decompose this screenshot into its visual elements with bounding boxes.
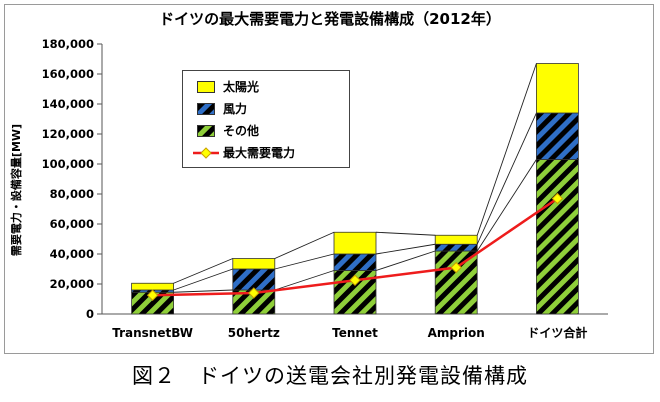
x-tick-label: ドイツ合計 bbox=[527, 325, 587, 340]
legend-label-peak-demand: 最大需要電力 bbox=[223, 146, 296, 160]
bar-segment-solar bbox=[434, 234, 478, 245]
series-connector-line bbox=[274, 270, 335, 291]
x-tick-label: Tennet bbox=[332, 326, 378, 340]
y-tick-label: 60,000 bbox=[50, 217, 94, 231]
legend-swatch-wind bbox=[197, 103, 215, 115]
peak-demand-marker bbox=[450, 261, 462, 274]
bar-segment-wind bbox=[333, 253, 377, 271]
legend-label-other: その他 bbox=[223, 124, 260, 138]
y-tick-label: 40,000 bbox=[50, 247, 94, 261]
bar-segment-solar bbox=[232, 258, 276, 270]
bar-segment-other bbox=[434, 250, 478, 315]
y-tick-label: 80,000 bbox=[50, 187, 94, 201]
figure-caption: 図２ ドイツの送電会社別発電設備構成 bbox=[132, 364, 528, 388]
legend-swatch-other bbox=[197, 125, 215, 137]
y-tick-label: 140,000 bbox=[42, 97, 94, 111]
series-connector-line bbox=[173, 268, 233, 291]
peak-demand-marker bbox=[551, 192, 564, 205]
bar-segment-other bbox=[536, 159, 579, 315]
bar-segment-solar bbox=[333, 231, 377, 255]
series-connector-line bbox=[173, 289, 233, 293]
peak-demand-marker bbox=[248, 287, 260, 299]
peak-demand-marker bbox=[146, 289, 159, 301]
bar-segment-solar bbox=[536, 63, 579, 114]
series-connector-line bbox=[375, 243, 436, 255]
x-tick-label: TransnetBW bbox=[112, 326, 193, 340]
legend-swatch-peak-demand bbox=[193, 147, 219, 159]
y-tick-label: 20,000 bbox=[50, 277, 94, 291]
bar-segment-wind bbox=[536, 112, 579, 160]
series-connector-line bbox=[476, 112, 537, 245]
legend-label-solar: 太陽光 bbox=[223, 80, 260, 94]
x-tick-label: 50hertz bbox=[228, 326, 280, 340]
series-connector-line bbox=[274, 231, 335, 259]
series-connector-line bbox=[476, 63, 537, 236]
legend-label-wind: 風力 bbox=[223, 102, 248, 116]
legend-swatch-solar bbox=[197, 81, 215, 93]
series-connector-line bbox=[274, 253, 335, 270]
y-tick-label: 0 bbox=[86, 307, 94, 321]
y-tick-label: 160,000 bbox=[42, 67, 94, 81]
bar-segment-solar bbox=[131, 282, 175, 291]
series-connector-line bbox=[476, 159, 537, 252]
chart-title: ドイツの最大需要電力と発電設備構成（2012年） bbox=[159, 10, 501, 28]
series-connector-line bbox=[375, 231, 436, 236]
y-tick-label: 100,000 bbox=[42, 157, 94, 171]
chart-legend: 太陽光 風力 その他 最大需要電力 bbox=[182, 70, 350, 168]
bar-segment-wind bbox=[232, 268, 276, 291]
series-connector-line bbox=[375, 250, 436, 271]
bar-segment-wind bbox=[434, 243, 478, 252]
series-connector-line bbox=[173, 258, 233, 284]
y-tick-label: 120,000 bbox=[42, 127, 94, 141]
y-tick-label: 180,000 bbox=[42, 37, 94, 51]
x-tick-label: Amprion bbox=[428, 326, 485, 340]
peak-demand-marker bbox=[349, 274, 361, 286]
